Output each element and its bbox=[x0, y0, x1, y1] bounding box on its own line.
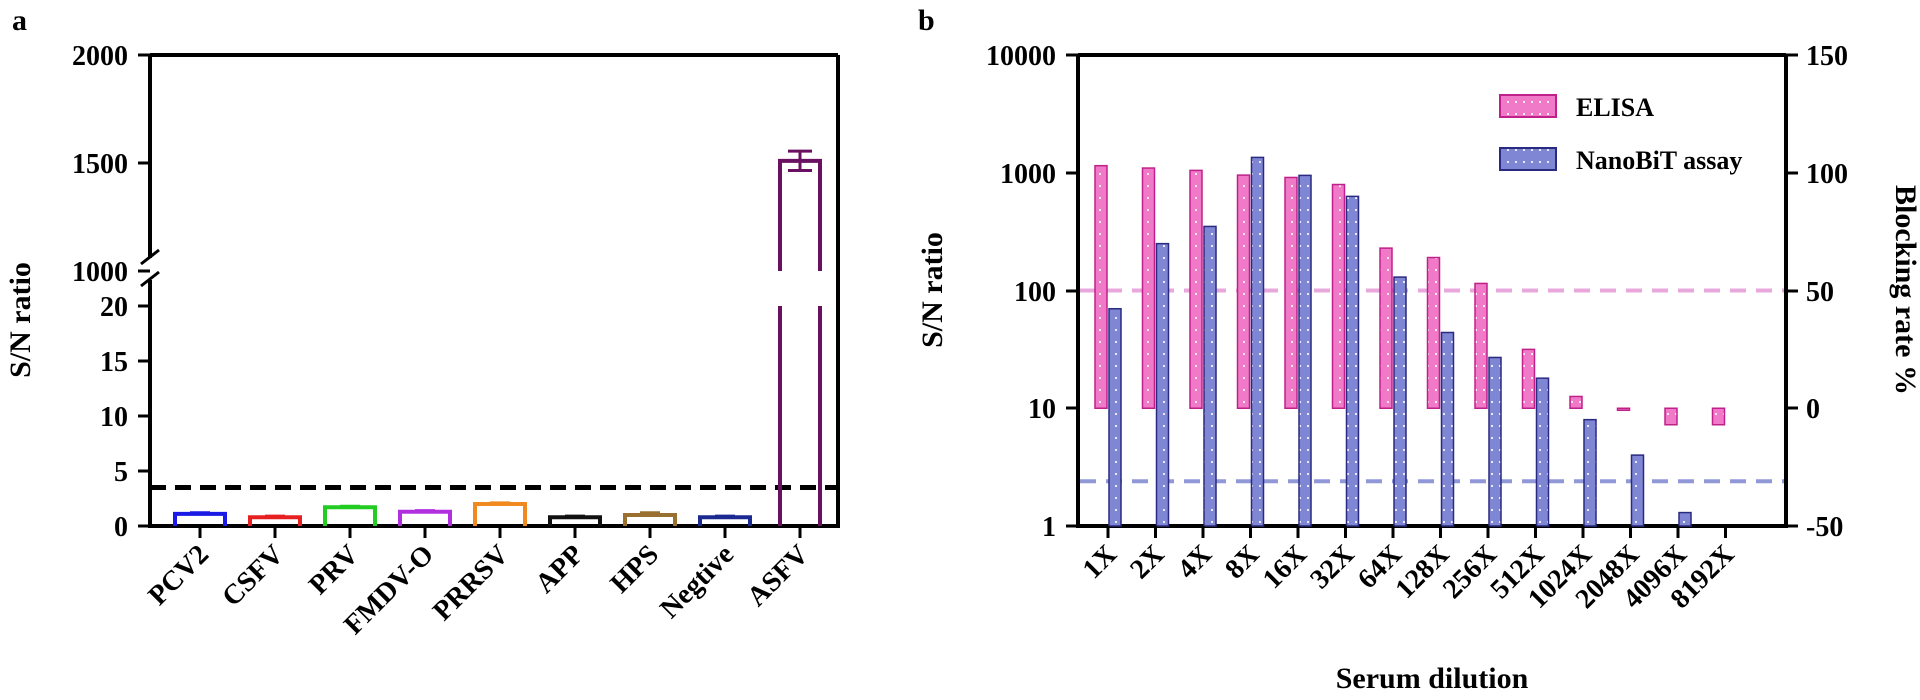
x-label-negtive: Negtive bbox=[654, 539, 740, 625]
nanobit-bar-256x bbox=[1488, 356, 1502, 527]
panel-b-bars bbox=[1094, 156, 1726, 527]
x-label-hps: HPS bbox=[605, 539, 665, 599]
panel-a-upper-ticks: 2000 1500 1000 bbox=[72, 41, 150, 288]
panel-b-x-ticks bbox=[1106, 526, 1727, 538]
panel-b-xlabel: Serum dilution bbox=[1336, 662, 1529, 695]
panel-a-tick-label: 5 bbox=[114, 457, 128, 488]
panel-b-left-tick-label: 100 bbox=[1014, 277, 1056, 308]
bar-asfv-upper bbox=[778, 158, 822, 271]
bar-fmdv-o bbox=[398, 509, 452, 526]
legend-swatch-nanobit bbox=[1499, 147, 1557, 171]
elisa-bar-8x bbox=[1236, 174, 1251, 409]
x-label-pcv2: PCV2 bbox=[142, 539, 215, 612]
x-label-1x: 1X bbox=[1077, 539, 1123, 585]
panel-a-tick-label: 1000 bbox=[72, 257, 128, 288]
elisa-bar-2048x bbox=[1616, 407, 1631, 411]
nanobit-bar-1x bbox=[1108, 307, 1122, 527]
legend-label-elisa: ELISA bbox=[1576, 93, 1654, 122]
bar-prrsv bbox=[473, 502, 527, 526]
elisa-bar-4x bbox=[1189, 169, 1203, 409]
elisa-bar-64x bbox=[1379, 247, 1393, 409]
bar-hps bbox=[623, 513, 677, 526]
panel-b-left-tick-label: 10000 bbox=[986, 41, 1056, 72]
elisa-bar-4096x bbox=[1664, 407, 1678, 426]
panel-b-left-tick-label: 1 bbox=[1042, 512, 1056, 543]
nanobit-bar-1024x bbox=[1583, 418, 1597, 527]
x-label-prrsv: PRRSV bbox=[427, 539, 515, 627]
elisa-bar-256x bbox=[1474, 282, 1488, 409]
panel-a-tick-label: 1500 bbox=[72, 149, 128, 180]
panel-a-tick-label: 2000 bbox=[72, 41, 128, 72]
nanobit-bar-8x bbox=[1250, 156, 1265, 527]
panel-b-legend: ELISA NanoBiT assay bbox=[1499, 93, 1742, 175]
panel-b-right-tick-label: 150 bbox=[1806, 41, 1848, 72]
panel-a: a S/N ratio 2000 1500 1000 20 15 bbox=[4, 4, 840, 641]
panel-b: b S/N ratio Blocking rate % Serum diluti… bbox=[916, 4, 1920, 695]
elisa-bar-16x bbox=[1284, 176, 1298, 409]
panel-a-tick-label: 20 bbox=[100, 292, 128, 323]
panel-b-x-labels: 1X 2X 4X 8X16X32X64X128X256X512X1024X2048X4… bbox=[1077, 539, 1741, 615]
elisa-bar-1024x bbox=[1569, 395, 1583, 410]
panel-b-y2label: Blocking rate % bbox=[1889, 185, 1920, 395]
nanobit-bar-512x bbox=[1535, 377, 1550, 527]
nanobit-bar-16x bbox=[1298, 174, 1312, 527]
panel-a-break-mark-lower bbox=[140, 270, 160, 288]
elisa-bar-128x bbox=[1426, 256, 1441, 409]
elisa-bar-8192x bbox=[1711, 407, 1726, 426]
x-label-16x: 16X bbox=[1257, 539, 1313, 595]
panel-b-left-ticks: 10000 1000 100 10 1 bbox=[986, 41, 1078, 543]
panel-b-right-tick-label: 0 bbox=[1806, 394, 1820, 425]
x-label-prv: PRV bbox=[303, 539, 365, 601]
panel-b-ylabel: S/N ratio bbox=[916, 232, 949, 348]
x-label-csfv: CSFV bbox=[216, 539, 290, 613]
elisa-bar-2x bbox=[1141, 167, 1156, 409]
nanobit-bar-2x bbox=[1155, 242, 1170, 527]
panel-a-ylabel: S/N ratio bbox=[4, 262, 37, 378]
nanobit-bar-64x bbox=[1393, 276, 1407, 527]
panel-a-tick-label: 10 bbox=[100, 402, 128, 433]
x-label-4x: 4X bbox=[1172, 539, 1218, 585]
panel-b-letter: b bbox=[918, 4, 935, 37]
x-label-8x: 8X bbox=[1219, 539, 1265, 585]
panel-a-tick-label: 15 bbox=[100, 347, 128, 378]
x-label-128x: 128X bbox=[1390, 539, 1456, 605]
panel-a-lower-ticks: 20 15 10 5 0 bbox=[100, 292, 150, 543]
x-label-32x: 32X bbox=[1304, 539, 1360, 595]
panel-b-right-tick-label: 50 bbox=[1806, 277, 1834, 308]
panel-b-left-tick-label: 1000 bbox=[1000, 159, 1056, 190]
panel-b-right-tick-label: -50 bbox=[1806, 512, 1843, 543]
x-label-256x: 256X bbox=[1437, 539, 1503, 605]
x-label-2x: 2X bbox=[1124, 539, 1170, 585]
legend-swatch-elisa bbox=[1499, 94, 1557, 118]
elisa-bar-1x bbox=[1094, 164, 1108, 409]
nanobit-bar-2048x bbox=[1630, 454, 1645, 527]
legend-label-nanobit: NanoBiT assay bbox=[1576, 146, 1742, 175]
elisa-bar-32x bbox=[1331, 183, 1346, 409]
panel-b-left-tick-label: 10 bbox=[1028, 394, 1056, 425]
panel-a-tick-label: 0 bbox=[114, 512, 128, 543]
x-label-app: APP bbox=[530, 539, 590, 599]
bar-prv bbox=[323, 505, 377, 526]
x-label-asfv: ASFV bbox=[741, 539, 815, 613]
nanobit-bar-128x bbox=[1440, 331, 1455, 527]
nanobit-bar-4x bbox=[1203, 225, 1217, 527]
panel-a-bars bbox=[173, 149, 822, 538]
nanobit-bar-32x bbox=[1345, 195, 1360, 527]
nanobit-bar-4096x bbox=[1678, 511, 1692, 527]
panel-b-right-ticks: 150 100 50 0 -50 bbox=[1786, 41, 1848, 543]
panel-a-letter: a bbox=[12, 4, 27, 37]
error-bar-asfv bbox=[788, 149, 812, 173]
panel-a-break-mark-upper bbox=[140, 248, 160, 266]
bar-asfv-lower bbox=[778, 306, 822, 526]
elisa-bar-512x bbox=[1521, 348, 1536, 409]
panel-b-right-tick-label: 100 bbox=[1806, 159, 1848, 190]
